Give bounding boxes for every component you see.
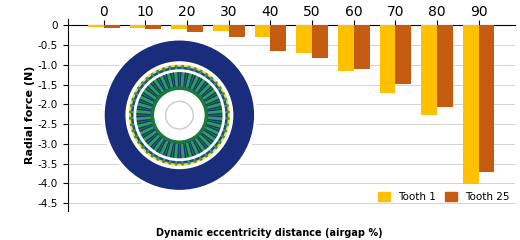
Bar <box>338 25 354 71</box>
Bar <box>421 25 437 115</box>
Bar <box>437 25 453 108</box>
Legend: Tooth 1, Tooth 25: Tooth 1, Tooth 25 <box>373 188 514 206</box>
Bar <box>354 25 370 69</box>
Bar <box>312 25 328 58</box>
Bar <box>146 25 161 29</box>
Bar <box>270 25 286 51</box>
Bar <box>463 25 478 184</box>
Bar <box>380 25 395 93</box>
Bar <box>255 25 270 37</box>
Bar <box>478 25 495 172</box>
Bar <box>213 25 229 31</box>
Y-axis label: Radial force (N): Radial force (N) <box>25 66 35 164</box>
Bar <box>187 25 203 32</box>
Bar <box>171 25 187 29</box>
Bar <box>104 25 120 28</box>
Bar <box>296 25 312 53</box>
Bar <box>229 25 244 37</box>
Text: Dynamic eccentricity distance (airgap %): Dynamic eccentricity distance (airgap %) <box>156 228 383 238</box>
Bar <box>88 25 104 27</box>
Bar <box>395 25 411 84</box>
Bar <box>129 25 146 28</box>
